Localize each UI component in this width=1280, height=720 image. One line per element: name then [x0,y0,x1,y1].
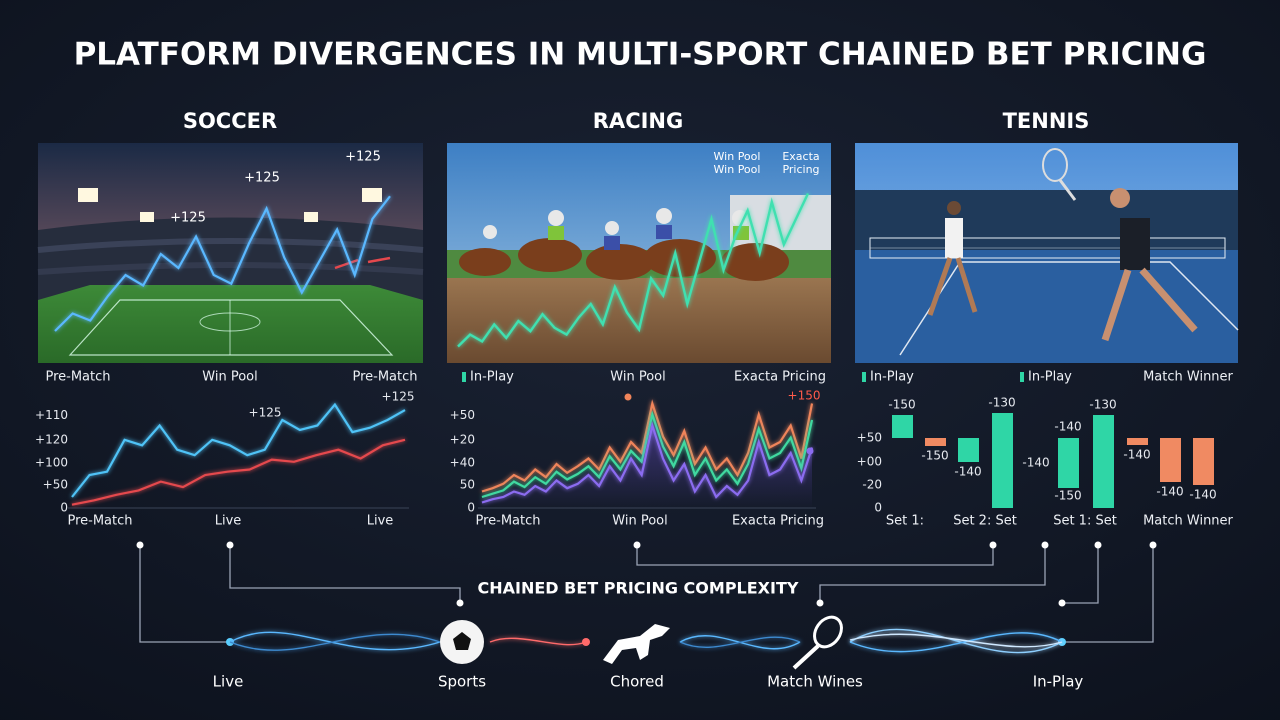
bar-label: -130 [1089,398,1116,412]
bar-label: -140 [1054,420,1081,434]
marker [806,447,814,455]
overlay-label: +125 [244,171,280,186]
marker [624,393,632,401]
image-label: Pre-Match [352,370,417,385]
panel-title: RACING [593,109,683,133]
image-label: Pre-Match [45,370,110,385]
x-label: Set 2: Set [953,514,1017,529]
x-label: Pre-Match [475,514,540,529]
bar-label: -140 [1156,485,1183,499]
y-tick-label: +20 [450,432,475,446]
bar [1058,438,1079,488]
bar [1160,438,1181,482]
bar-label: -130 [988,396,1015,410]
x-label: Set 1: Set [1053,514,1117,529]
bar-label: -140 [1123,448,1150,462]
x-label: Exacta Pricing [732,514,824,529]
y-tick-label: +50 [43,477,68,491]
bar-label: -150 [921,449,948,463]
flow-label: In-Play [1033,673,1084,691]
bar [892,415,913,438]
y-tick-label: +110 [35,408,68,422]
image-label: Match Winner [1143,370,1233,385]
y-tick-label: 0 [874,501,882,515]
bar [1093,415,1114,508]
image-label: In-Play [470,370,514,385]
image-label: In-Play [1028,370,1072,385]
image-label: Win Pool [610,370,665,385]
flow-label: Match Wines [767,673,863,691]
flow-waves [229,628,1063,654]
y-tick-label: 0 [467,501,475,515]
panel-title: TENNIS [1003,109,1090,133]
annotation: -150 [1054,489,1081,503]
flow-label: Live [213,673,244,691]
soccer-image [37,143,424,363]
series-line [481,399,814,493]
bar-label: -140 [954,465,981,479]
x-label: Win Pool [612,514,667,529]
flow-title: CHAINED BET PRICING COMPLEXITY [478,579,799,598]
flow-connectors [139,545,1154,643]
bar [1127,438,1148,445]
y-tick-label: +50 [857,431,882,445]
tennis-image [855,143,1239,363]
overlay-label: +125 [170,211,206,226]
bar [925,438,946,446]
legend-swatch [1020,372,1024,382]
annotation: -140 [1022,456,1049,470]
series-line [71,438,406,506]
image-label: Win Pool [202,370,257,385]
y-tick-label: +100 [35,455,68,469]
flow-dots [136,541,1157,646]
image-label: In-Play [870,370,914,385]
overlay-label: +125 [345,150,381,165]
overlay-line [54,195,391,332]
flow-label: Sports [438,673,486,691]
y-tick-label: +00 [857,455,882,469]
bar [1193,438,1214,485]
y-tick-label: 50 [460,477,475,491]
x-label: Live [367,514,394,529]
overlay-label: Exacta [782,150,819,163]
series-line [481,410,814,499]
bar [992,413,1013,508]
bar-label: -150 [888,398,915,412]
image-label: Exacta Pricing [734,370,826,385]
bar [958,438,979,462]
y-tick-label: 0 [60,501,68,515]
panel-title: SOCCER [183,109,277,133]
series-line [71,402,406,498]
y-tick-label: -20 [862,478,882,492]
x-label: Match Winner [1143,514,1233,529]
legend-swatch [862,372,866,382]
sport-icons [440,615,843,670]
flow-label: Chored [610,673,664,691]
x-label: Set 1: [886,514,924,529]
x-label: Pre-Match [67,514,132,529]
y-tick-label: +120 [35,432,68,446]
overlay-label: Win Pool [714,163,761,176]
y-tick-label: +40 [450,455,475,469]
overlay-line [457,192,810,348]
annotation: +125 [249,406,282,420]
annotation: +125 [382,390,415,404]
overlay-label: Win Pool [714,150,761,163]
title: PLATFORM DIVERGENCES IN MULTI-SPORT CHAI… [74,37,1207,73]
legend-swatch [462,372,466,382]
y-tick-label: +50 [450,408,475,422]
annotation: +150 [788,389,821,403]
overlay-label: Pricing [782,163,819,176]
series-line [481,421,814,504]
x-label: Live [215,514,242,529]
bar-label: -140 [1189,488,1216,502]
